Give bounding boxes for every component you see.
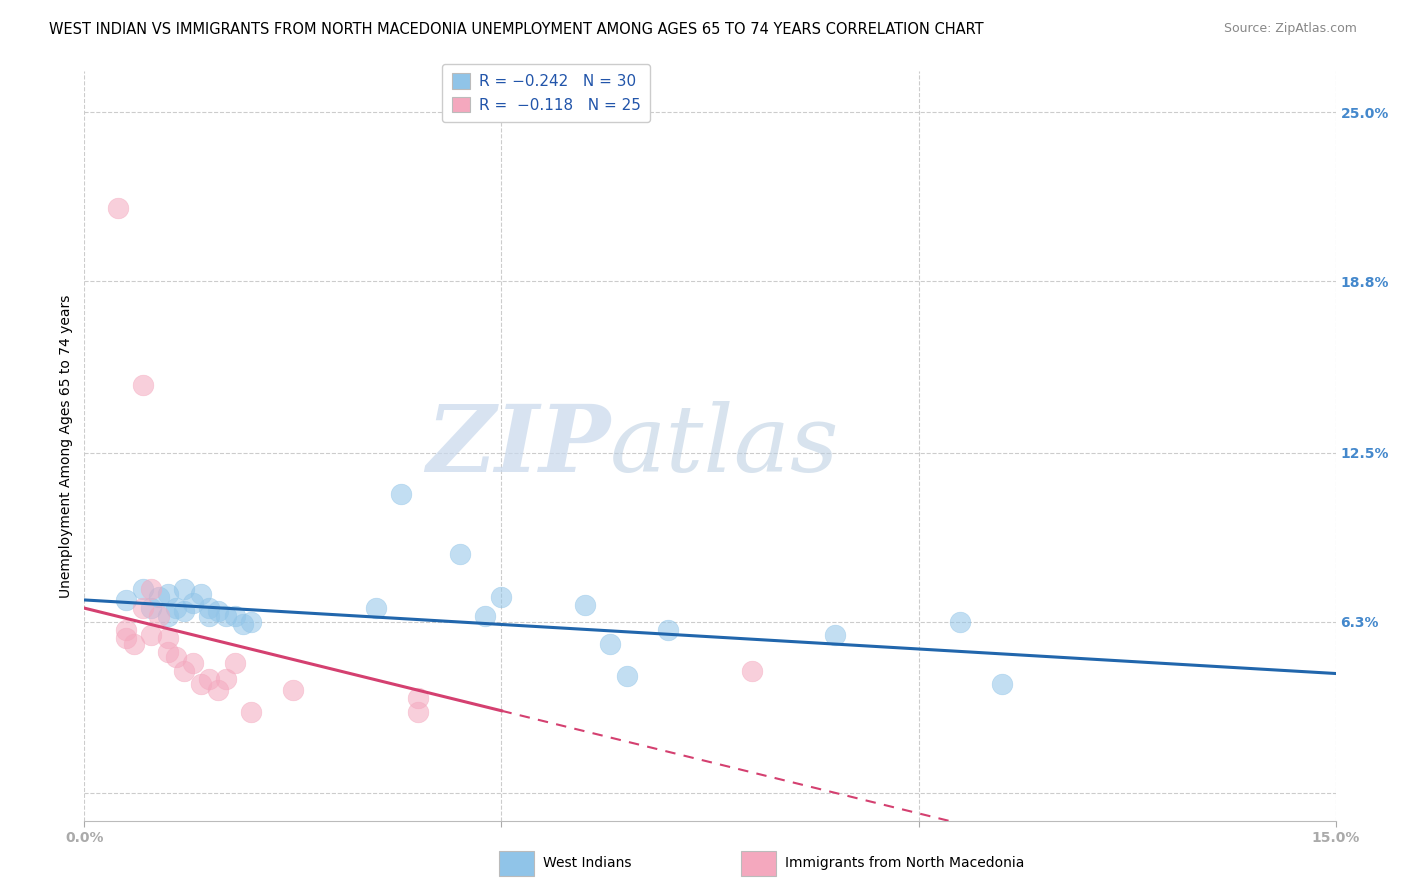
Point [224, 609, 246, 624]
Point [232, 617, 254, 632]
Point [132, 582, 155, 596]
Point [139, 582, 162, 596]
Point [824, 628, 846, 642]
Point [198, 609, 221, 624]
Text: Source: ZipAtlas.com: Source: ZipAtlas.com [1223, 22, 1357, 36]
Point [949, 615, 972, 629]
Point [156, 631, 179, 645]
Point [115, 623, 138, 637]
Point [207, 682, 229, 697]
Text: atlas: atlas [610, 401, 839, 491]
Point [449, 547, 471, 561]
Point [741, 664, 763, 678]
Text: West Indians: West Indians [543, 856, 631, 871]
Point [156, 587, 179, 601]
Point [616, 669, 638, 683]
Point [366, 601, 388, 615]
Point [165, 601, 187, 615]
Point [215, 672, 238, 686]
Point [156, 645, 179, 659]
Point [389, 486, 412, 500]
Point [132, 601, 155, 615]
Point [599, 636, 621, 650]
Point [215, 609, 238, 624]
Point [181, 596, 204, 610]
Point [124, 636, 146, 650]
Point [173, 582, 195, 596]
Point [173, 664, 195, 678]
Point [156, 609, 179, 624]
Point [181, 656, 204, 670]
Point [406, 691, 429, 706]
Point [139, 601, 162, 615]
Point [115, 593, 138, 607]
Point [190, 677, 212, 691]
Point [148, 609, 170, 624]
Point [115, 631, 138, 645]
Point [198, 601, 221, 615]
Point [139, 628, 162, 642]
Point [281, 682, 304, 697]
Point [107, 201, 129, 215]
Text: ZIP: ZIP [426, 401, 610, 491]
Point [207, 604, 229, 618]
Point [657, 623, 679, 637]
Point [190, 587, 212, 601]
Legend: R = −0.242   N = 30, R =  −0.118   N = 25: R = −0.242 N = 30, R = −0.118 N = 25 [443, 64, 650, 122]
Point [198, 672, 221, 686]
Point [224, 656, 246, 670]
Point [991, 677, 1014, 691]
Point [173, 604, 195, 618]
Text: WEST INDIAN VS IMMIGRANTS FROM NORTH MACEDONIA UNEMPLOYMENT AMONG AGES 65 TO 74 : WEST INDIAN VS IMMIGRANTS FROM NORTH MAC… [49, 22, 984, 37]
Point [474, 609, 496, 624]
Point [240, 615, 263, 629]
Point [148, 591, 170, 605]
Point [491, 591, 513, 605]
Point [574, 599, 596, 613]
Point [165, 650, 187, 665]
Y-axis label: Unemployment Among Ages 65 to 74 years: Unemployment Among Ages 65 to 74 years [59, 294, 73, 598]
Text: Immigrants from North Macedonia: Immigrants from North Macedonia [785, 856, 1024, 871]
Point [406, 705, 429, 719]
Point [240, 705, 263, 719]
Point [132, 377, 155, 392]
